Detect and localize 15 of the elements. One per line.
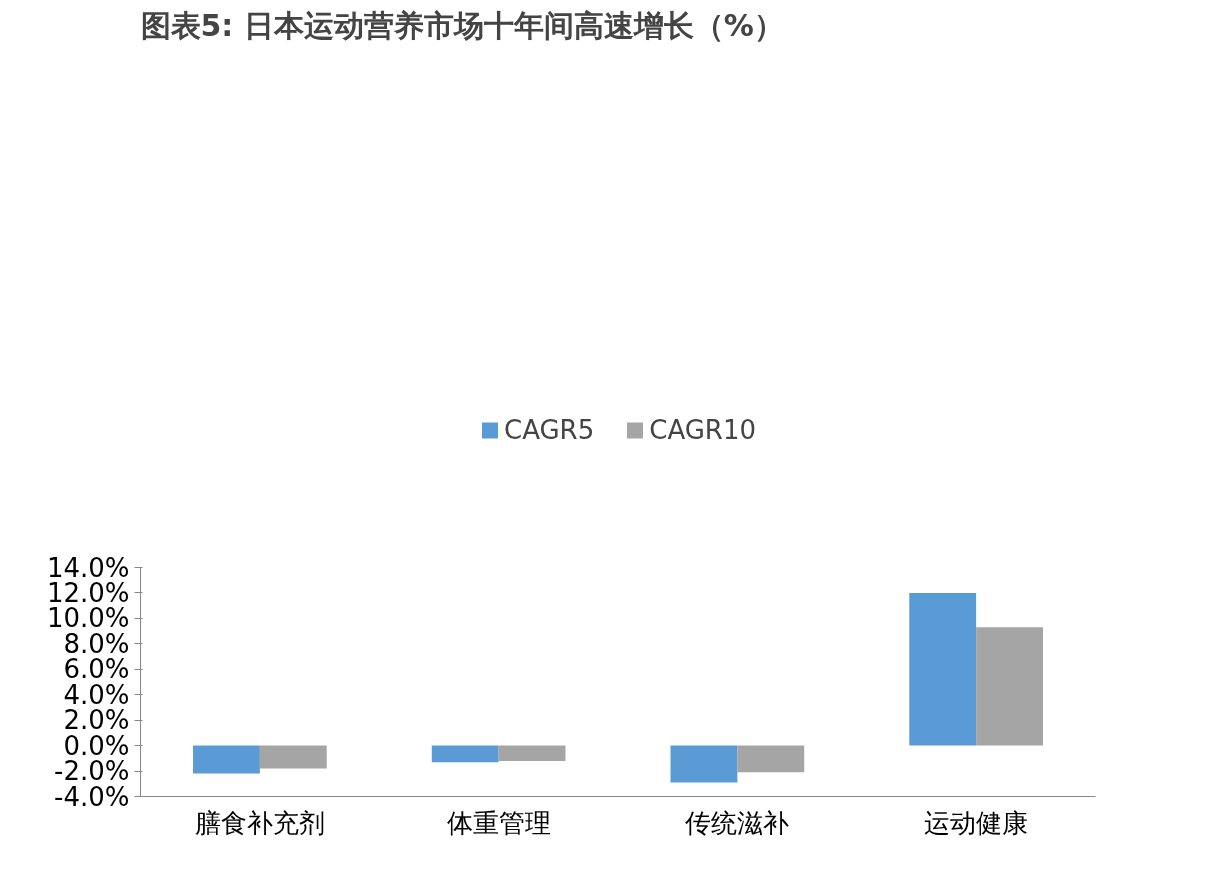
- legend-label: CAGR10: [649, 414, 757, 445]
- chart-title: 图表5: 日本运动营养市场十年间高速增长（%）: [140, 7, 784, 43]
- legend-label: CAGR5: [503, 414, 595, 445]
- bar: [498, 745, 566, 761]
- bar: [670, 745, 738, 783]
- x-tick-label: 运动健康: [924, 807, 1029, 838]
- bar: [737, 745, 805, 773]
- bar: [909, 592, 977, 746]
- bar: [193, 745, 260, 774]
- x-tick-label: 传统滋补: [685, 807, 790, 838]
- x-tick-label: 体重管理: [446, 807, 551, 838]
- x-tick-label: 膳食补充剂: [194, 807, 325, 838]
- bar: [976, 627, 1043, 746]
- bar: [259, 745, 327, 769]
- bar: [431, 745, 499, 763]
